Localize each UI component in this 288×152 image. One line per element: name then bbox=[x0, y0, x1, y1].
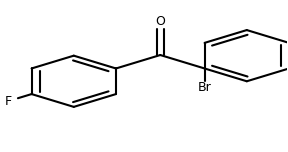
Text: Br: Br bbox=[198, 81, 211, 94]
Text: O: O bbox=[155, 15, 165, 28]
Text: F: F bbox=[4, 95, 12, 108]
